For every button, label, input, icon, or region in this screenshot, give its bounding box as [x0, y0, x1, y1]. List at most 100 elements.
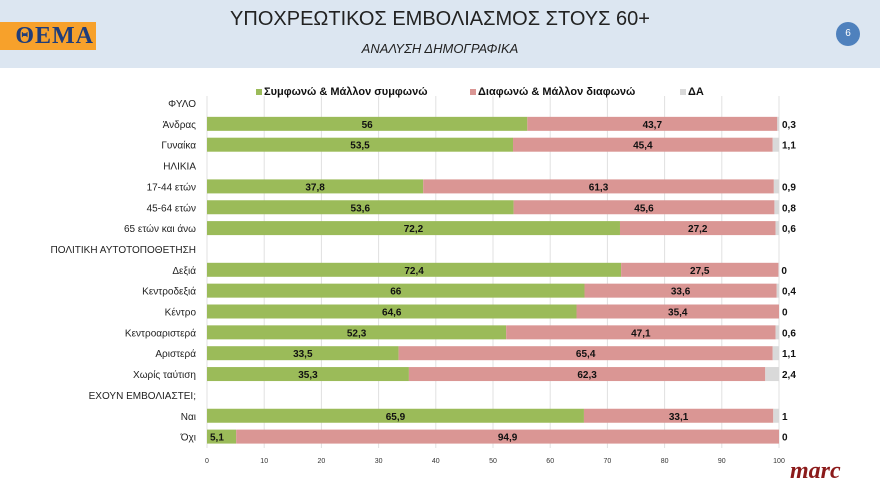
data-label: 27,5 [690, 266, 710, 277]
category-label: Κέντρο [165, 307, 197, 319]
x-tick-label: 90 [718, 458, 726, 465]
legend-label: Διαφωνώ & Μάλλον διαφωνώ [478, 86, 636, 98]
bar-agree [207, 325, 507, 340]
bar-disagree [584, 283, 777, 298]
bar-agree [207, 179, 424, 194]
bar-na [775, 325, 779, 340]
data-label: 33,6 [671, 287, 691, 298]
data-label: 0 [782, 433, 788, 444]
data-label: 56 [362, 120, 374, 131]
data-label: 65,4 [576, 349, 596, 360]
bar-disagree [236, 429, 779, 444]
data-label: 53,6 [351, 203, 371, 214]
data-label: 43,7 [643, 120, 663, 131]
data-label: 27,2 [688, 224, 708, 235]
bar-agree [207, 429, 237, 444]
bar-disagree [621, 262, 779, 277]
legend-label: ΔΑ [688, 86, 704, 98]
bar-na [776, 283, 779, 298]
category-label: ΕΧΟΥΝ ΕΜΒΟΛΙΑΣΤΕΙ; [89, 391, 196, 402]
data-label: 0,8 [782, 203, 796, 214]
bar-disagree [619, 221, 776, 236]
category-label: ΠΟΛΙΤΙΚΗ ΑΥΤΟΤΟΠΟΘΕΤΗΣΗ [51, 245, 196, 256]
data-label: 72,2 [404, 224, 424, 235]
category-label: Όχι [180, 433, 196, 444]
category-label: Αριστερά [155, 348, 196, 360]
data-label: 33,1 [669, 412, 689, 423]
category-label: ΗΛΙΚΙΑ [163, 162, 196, 173]
data-label: 47,1 [631, 328, 651, 339]
page-number: 6 [836, 22, 860, 46]
category-label: Κεντροαριστερά [125, 327, 196, 339]
bar-agree [207, 137, 514, 152]
bar-disagree [506, 325, 776, 340]
data-label: 52,3 [347, 328, 367, 339]
data-label: 0,6 [782, 328, 796, 339]
x-tick-label: 80 [661, 458, 669, 465]
bar-na [772, 137, 779, 152]
category-label: ΦΥΛΟ [168, 99, 196, 110]
legend-swatch [470, 89, 476, 95]
bar-na [775, 221, 779, 236]
data-label: 53,5 [350, 141, 370, 152]
category-label: Άνδρας [163, 120, 197, 131]
data-label: 0 [782, 308, 788, 319]
page-title: ΥΠΟΧΡΕΩΤΙΚΟΣ ΕΜΒΟΛΙΑΣΜΟΣ ΣΤΟΥΣ 60+ [230, 8, 650, 30]
bar-agree [207, 304, 577, 319]
data-label: 2,4 [782, 370, 796, 381]
legend-swatch [680, 89, 686, 95]
legend-swatch [256, 89, 262, 95]
bar-na [773, 179, 779, 194]
x-tick-label: 50 [489, 458, 497, 465]
x-tick-label: 40 [432, 458, 440, 465]
bar-disagree [398, 346, 773, 361]
x-tick-label: 30 [375, 458, 383, 465]
bar-disagree [583, 408, 774, 423]
category-label: Χωρίς ταύτιση [133, 369, 196, 381]
data-label: 0 [781, 266, 787, 277]
legend-label: Συμφωνώ & Μάλλον συμφωνώ [264, 86, 428, 98]
bar-agree [207, 200, 514, 215]
bar-na [774, 200, 779, 215]
bar-na [765, 367, 779, 382]
data-label: 45,4 [633, 141, 653, 152]
category-label: 65 ετών και άνω [124, 223, 196, 235]
data-label: 64,6 [382, 308, 402, 319]
header-band [0, 0, 880, 68]
category-label: Κεντροδεξιά [142, 286, 196, 298]
data-label: 1,1 [782, 141, 796, 152]
data-label: 5,1 [210, 433, 224, 444]
bar-agree [207, 262, 622, 277]
data-label: 0,9 [782, 182, 796, 193]
x-tick-label: 10 [260, 458, 268, 465]
data-label: 66 [390, 287, 402, 298]
data-label: 35,3 [298, 370, 318, 381]
data-label: 65,9 [386, 412, 406, 423]
data-label: 35,4 [668, 308, 688, 319]
x-tick-label: 70 [604, 458, 612, 465]
bar-disagree [527, 116, 778, 131]
data-label: 45,6 [634, 203, 654, 214]
bar-na [772, 346, 779, 361]
data-label: 37,8 [305, 182, 325, 193]
data-label: 1,1 [782, 349, 796, 360]
category-label: Γυναίκα [161, 140, 196, 152]
bar-disagree [408, 367, 766, 382]
data-label: 33,5 [293, 349, 313, 360]
x-tick-label: 60 [546, 458, 554, 465]
category-label: Ναι [181, 412, 196, 423]
data-label: 72,4 [404, 266, 424, 277]
category-label: 45-64 ετών [147, 202, 196, 214]
bar-agree [207, 367, 409, 382]
bar-na [777, 116, 779, 131]
bar-agree [207, 346, 399, 361]
bar-agree [207, 116, 528, 131]
bar-disagree [423, 179, 774, 194]
legend-na: ΔΑ [680, 86, 704, 98]
logo: ΘΕΜΑ [0, 22, 96, 50]
data-label: 94,9 [498, 433, 518, 444]
data-label: 0,3 [782, 120, 796, 131]
category-label: 17-44 ετών [147, 181, 196, 193]
category-label: Δεξιά [172, 265, 196, 277]
